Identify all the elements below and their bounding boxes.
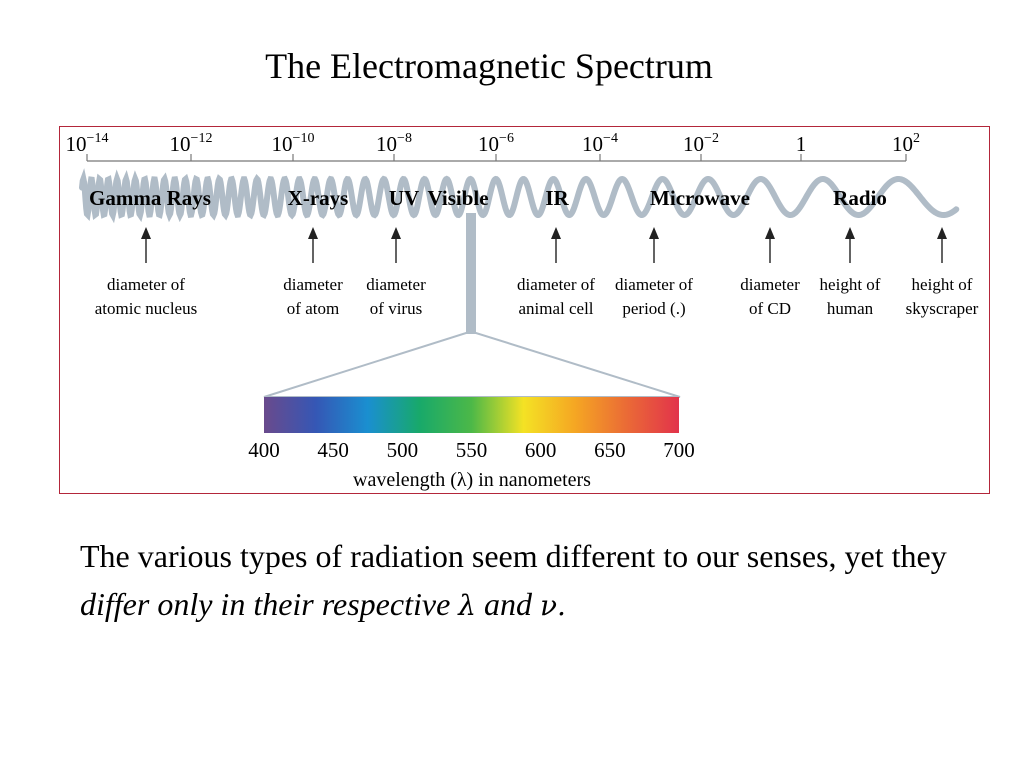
visible-tick-label: 600 bbox=[525, 438, 557, 462]
caption-emphasis: differ only in their respective bbox=[80, 586, 459, 622]
arrow-head bbox=[551, 227, 561, 239]
example-label-line2: animal cell bbox=[518, 299, 593, 318]
caption-plain: The various types of radiation seem diff… bbox=[80, 538, 947, 574]
example-label-line1: diameter bbox=[740, 275, 800, 294]
visible-expansion-lines bbox=[263, 332, 681, 398]
spectrum-figure: 10−14 10−12 10−10 10−8 10−6 10−4 10−2 1 102 Gamm… bbox=[59, 126, 990, 494]
example-item: diameter of atom bbox=[283, 227, 343, 318]
region-label: IR bbox=[545, 186, 569, 210]
arrow-head bbox=[765, 227, 775, 239]
scale-tick-label: 10−14 bbox=[66, 131, 109, 156]
visible-tick-label: 400 bbox=[248, 438, 280, 462]
arrow-head bbox=[845, 227, 855, 239]
example-item: height of skyscraper bbox=[906, 227, 979, 318]
region-label: Radio bbox=[833, 186, 887, 210]
example-label-line2: atomic nucleus bbox=[95, 299, 197, 318]
wave-graphic bbox=[79, 168, 960, 224]
example-item: height of human bbox=[820, 227, 881, 318]
scale-tick-label: 10−12 bbox=[170, 131, 213, 156]
scale-tick-label: 10−4 bbox=[582, 131, 618, 156]
example-label-line1: diameter bbox=[283, 275, 343, 294]
visible-tick-label: 550 bbox=[456, 438, 488, 462]
lambda-symbol: λ bbox=[458, 589, 477, 622]
example-label-line1: diameter bbox=[366, 275, 426, 294]
visible-spectrum-bar bbox=[264, 397, 679, 433]
example-item: diameter of animal cell bbox=[517, 227, 595, 318]
example-item: diameter of atomic nucleus bbox=[95, 227, 197, 318]
example-label-line1: diameter of bbox=[517, 275, 595, 294]
example-label-line2: human bbox=[827, 299, 874, 318]
scale-tick-label: 10−10 bbox=[272, 131, 315, 156]
scale-tick-label: 1 bbox=[796, 132, 807, 156]
region-label: Microwave bbox=[650, 186, 750, 210]
arrow-head bbox=[937, 227, 947, 239]
visible-tick-label: 450 bbox=[317, 438, 349, 462]
caption-text: The various types of radiation seem diff… bbox=[80, 532, 980, 630]
example-item: diameter of CD bbox=[740, 227, 800, 318]
scale-tick-label: 10−2 bbox=[683, 131, 719, 156]
spectrum-diagram: 10−14 10−12 10−10 10−8 10−6 10−4 10−2 1 102 Gamm… bbox=[66, 131, 979, 491]
example-label-line2: period (.) bbox=[622, 299, 685, 318]
example-label-line1: height of bbox=[912, 275, 973, 294]
example-objects: diameter of atomic nucleus diameter of atom… bbox=[95, 227, 979, 318]
example-label-line1: diameter of bbox=[615, 275, 693, 294]
visible-tick-label: 700 bbox=[663, 438, 695, 462]
visible-band-stem bbox=[466, 213, 476, 333]
region-label: X-rays bbox=[288, 186, 349, 210]
example-item: diameter of period (.) bbox=[615, 227, 693, 318]
arrow-head bbox=[141, 227, 151, 239]
example-label-line2: skyscraper bbox=[906, 299, 979, 318]
example-label-line2: of CD bbox=[749, 299, 791, 318]
arrow-head bbox=[649, 227, 659, 239]
visible-tick-label: 650 bbox=[594, 438, 626, 462]
visible-axis-label: wavelength (λ) in nanometers bbox=[353, 469, 591, 491]
wavelength-scale: 10−14 10−12 10−10 10−8 10−6 10−4 10−2 1 102 bbox=[66, 131, 920, 162]
region-label: Gamma Rays bbox=[89, 186, 211, 210]
example-label-line1: diameter of bbox=[107, 275, 185, 294]
scale-tick-label: 10−6 bbox=[478, 131, 514, 156]
arrow-head bbox=[308, 227, 318, 239]
visible-tick-label: 500 bbox=[387, 438, 419, 462]
example-label-line2: of atom bbox=[287, 299, 339, 318]
region-labels: Gamma Rays X-rays UV Visible IR Microwave Radi… bbox=[89, 186, 887, 210]
example-label-line2: of virus bbox=[370, 299, 422, 318]
region-label: Visible bbox=[427, 186, 488, 210]
example-item: diameter of virus bbox=[366, 227, 426, 318]
scale-tick-label: 102 bbox=[892, 131, 920, 156]
arrow-head bbox=[391, 227, 401, 239]
slide-title: The Electromagnetic Spectrum bbox=[265, 46, 713, 86]
example-label-line1: height of bbox=[820, 275, 881, 294]
region-label: UV bbox=[389, 186, 419, 210]
nu-symbol: ν. bbox=[540, 589, 566, 622]
caption-and: and bbox=[476, 586, 541, 622]
visible-expansion: 400 450 500 550 600 650 700 wavelength (λ) in n… bbox=[248, 213, 695, 491]
scale-tick-label: 10−8 bbox=[376, 131, 412, 156]
